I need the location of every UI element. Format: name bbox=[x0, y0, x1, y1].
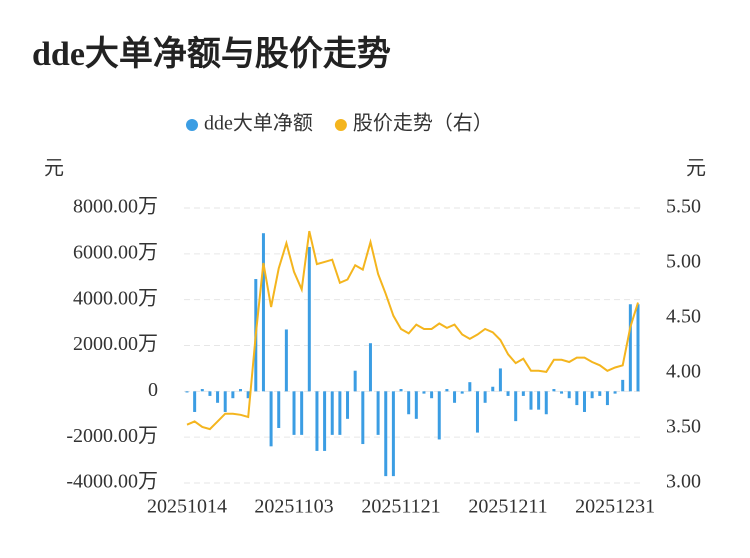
bar bbox=[261, 233, 265, 392]
bar bbox=[368, 343, 372, 392]
bar bbox=[269, 391, 273, 447]
bar bbox=[391, 391, 395, 477]
bar bbox=[223, 391, 227, 412]
bar bbox=[537, 391, 541, 410]
bar bbox=[498, 368, 502, 392]
bar bbox=[399, 389, 403, 392]
bar bbox=[445, 389, 449, 392]
y-tick-label: -4000.00万 bbox=[66, 471, 158, 493]
bar bbox=[521, 391, 525, 396]
x-tick-label: 20251014 bbox=[147, 496, 227, 518]
bar bbox=[414, 391, 418, 419]
bar bbox=[621, 379, 625, 392]
y2-tick-label: 3.50 bbox=[666, 416, 701, 438]
bar bbox=[560, 391, 564, 394]
bar bbox=[475, 391, 479, 433]
bar bbox=[582, 391, 586, 412]
bar bbox=[346, 391, 350, 419]
bar bbox=[231, 391, 235, 399]
bar bbox=[315, 391, 319, 451]
bar bbox=[292, 391, 296, 435]
bar bbox=[246, 391, 250, 399]
y2-tick-label: 5.50 bbox=[666, 196, 701, 218]
bar bbox=[506, 391, 510, 396]
price-line bbox=[186, 230, 639, 431]
bar bbox=[598, 391, 602, 396]
bar bbox=[422, 391, 426, 394]
bar bbox=[330, 391, 334, 435]
bar bbox=[216, 391, 220, 403]
y2-tick-label: 4.00 bbox=[666, 361, 701, 383]
bar bbox=[300, 391, 304, 435]
bar bbox=[529, 391, 533, 410]
y-axis-unit: 元 bbox=[44, 158, 64, 180]
legend-label: 股价走势（右） bbox=[353, 112, 493, 135]
x-tick-label: 20251103 bbox=[254, 496, 333, 518]
x-tick-label: 20251211 bbox=[468, 496, 547, 518]
bar bbox=[636, 304, 640, 392]
bar bbox=[628, 304, 632, 392]
bar bbox=[567, 391, 571, 399]
chart-title: dde大单净额与股价走势 bbox=[32, 35, 391, 73]
y2-tick-label: 4.50 bbox=[666, 306, 701, 328]
y2-tick-label: 5.00 bbox=[666, 251, 701, 273]
y2-axis-unit: 元 bbox=[686, 158, 706, 180]
bar bbox=[185, 391, 189, 393]
bar bbox=[208, 391, 212, 396]
bar bbox=[460, 391, 464, 394]
y-tick-label: 0 bbox=[148, 379, 158, 401]
bar bbox=[200, 389, 204, 392]
bar bbox=[575, 391, 579, 406]
bar bbox=[407, 391, 411, 415]
bar bbox=[605, 391, 609, 406]
legend-marker bbox=[334, 119, 347, 131]
bar bbox=[468, 382, 472, 392]
y-tick-label: -2000.00万 bbox=[66, 425, 158, 447]
bar bbox=[491, 386, 495, 392]
bar bbox=[437, 391, 441, 440]
bar bbox=[453, 391, 457, 403]
bar bbox=[338, 391, 342, 435]
bar bbox=[376, 391, 380, 435]
bar bbox=[284, 329, 288, 392]
bar bbox=[361, 391, 365, 445]
bar bbox=[514, 391, 518, 422]
legend-marker bbox=[186, 119, 198, 131]
bar bbox=[613, 391, 617, 394]
bar bbox=[193, 391, 197, 412]
bar bbox=[430, 391, 434, 399]
bar bbox=[552, 389, 556, 392]
y-tick-label: 4000.00万 bbox=[73, 287, 158, 309]
bar bbox=[239, 389, 243, 392]
x-tick-label: 20251121 bbox=[361, 496, 440, 518]
bar bbox=[483, 391, 487, 403]
bar bbox=[384, 391, 388, 477]
y2-tick-label: 3.00 bbox=[666, 471, 701, 493]
y-tick-label: 6000.00万 bbox=[73, 241, 158, 263]
legend-label: dde大单净额 bbox=[204, 112, 313, 135]
bar bbox=[590, 391, 594, 399]
bar bbox=[544, 391, 548, 415]
bar bbox=[323, 391, 327, 451]
y-tick-label: 2000.00万 bbox=[73, 333, 158, 355]
bar bbox=[353, 370, 357, 392]
y-tick-label: 8000.00万 bbox=[73, 196, 158, 218]
x-tick-label: 20251231 bbox=[575, 496, 655, 518]
bar bbox=[307, 246, 311, 392]
bar bbox=[277, 391, 281, 428]
